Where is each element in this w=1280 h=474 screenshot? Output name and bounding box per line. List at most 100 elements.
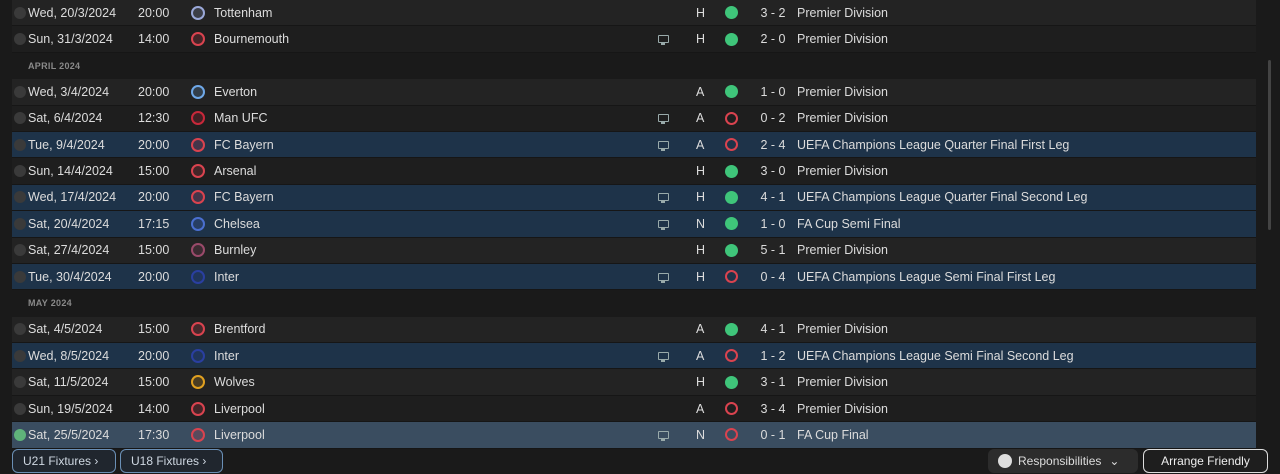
fixture-row[interactable]: Sun, 31/3/2024 14:00 Bournemouth H 2 - 0… — [12, 26, 1256, 53]
fixture-row[interactable]: Sat, 27/4/2024 15:00 Burnley H 5 - 1 Pre… — [12, 237, 1256, 264]
check-icon — [14, 138, 26, 151]
win-indicator-icon — [725, 322, 738, 336]
opponent-name[interactable]: Brentford — [214, 322, 266, 337]
fixture-row[interactable]: Sat, 20/4/2024 17:15 Chelsea N 1 - 0 FA … — [12, 211, 1256, 238]
competition[interactable]: FA Cup Semi Final — [797, 216, 901, 231]
score[interactable]: 4 - 1 — [760, 190, 786, 205]
team-badge-icon — [191, 322, 205, 337]
competition[interactable]: Premier Division — [797, 111, 888, 126]
win-indicator-icon — [725, 164, 738, 178]
check-icon — [14, 217, 26, 230]
fixture-row[interactable]: Wed, 8/5/2024 20:00 Inter A 1 - 2 UEFA C… — [12, 343, 1256, 370]
loss-indicator-icon — [725, 402, 738, 416]
loss-indicator-icon — [725, 349, 738, 363]
opponent-name[interactable]: Burnley — [214, 243, 257, 258]
score[interactable]: 0 - 2 — [760, 111, 786, 126]
check-icon — [14, 270, 26, 283]
opponent-name[interactable]: FC Bayern — [214, 190, 274, 205]
competition[interactable]: Premier Division — [797, 32, 888, 47]
fixture-time: 12:30 — [138, 111, 170, 126]
fixture-date: Tue, 30/4/2024 — [28, 269, 112, 284]
score[interactable]: 4 - 1 — [760, 322, 786, 337]
team-badge-icon — [191, 216, 205, 231]
opponent-name[interactable]: Man UFC — [214, 111, 268, 126]
tv-icon — [658, 193, 669, 204]
score[interactable]: 0 - 1 — [760, 427, 786, 442]
responsibilities-button[interactable]: Responsibilities ⌄ — [988, 449, 1138, 473]
opponent-name[interactable]: Liverpool — [214, 401, 265, 416]
score[interactable]: 3 - 4 — [760, 401, 786, 416]
fixture-row[interactable]: Sat, 11/5/2024 15:00 Wolves H 3 - 1 Prem… — [12, 369, 1256, 396]
score[interactable]: 0 - 4 — [760, 269, 786, 284]
tv-icon — [658, 430, 669, 441]
win-indicator-icon — [725, 217, 738, 231]
score[interactable]: 3 - 1 — [760, 375, 786, 390]
venue: A — [696, 84, 705, 99]
fixture-time: 15:00 — [138, 322, 170, 337]
competition[interactable]: Premier Division — [797, 5, 888, 20]
score[interactable]: 3 - 0 — [760, 164, 786, 179]
competition[interactable]: Premier Division — [797, 375, 888, 390]
fixture-date: Wed, 17/4/2024 — [28, 190, 117, 205]
fixture-time: 14:00 — [138, 401, 170, 416]
fixture-row[interactable]: Tue, 30/4/2024 20:00 Inter H 0 - 4 UEFA … — [12, 263, 1256, 291]
fixture-time: 20:00 — [138, 5, 170, 20]
u21-fixtures-button[interactable]: U21 Fixtures › — [12, 449, 116, 473]
score[interactable]: 2 - 4 — [760, 137, 786, 152]
fixture-row[interactable]: Sat, 6/4/2024 12:30 Man UFC A 0 - 2 Prem… — [12, 105, 1256, 132]
opponent-name[interactable]: Wolves — [214, 375, 255, 390]
competition[interactable]: UEFA Champions League Semi Final Second … — [797, 348, 1074, 363]
arrange-friendly-button[interactable]: Arrange Friendly — [1143, 449, 1268, 473]
opponent-name[interactable]: FC Bayern — [214, 137, 274, 152]
fixture-row[interactable]: Wed, 17/4/2024 20:00 FC Bayern H 4 - 1 U… — [12, 184, 1256, 212]
opponent-name[interactable]: Arsenal — [214, 164, 257, 179]
scrollbar[interactable] — [1268, 60, 1271, 230]
arrange-friendly-label: Arrange Friendly — [1161, 454, 1250, 468]
fixture-row[interactable]: Wed, 20/3/2024 20:00 Tottenham H 3 - 2 P… — [12, 0, 1256, 27]
score[interactable]: 1 - 0 — [760, 84, 786, 99]
score[interactable]: 5 - 1 — [760, 243, 786, 258]
fixture-row[interactable]: Sat, 4/5/2024 15:00 Brentford A 4 - 1 Pr… — [12, 316, 1256, 344]
fixture-time: 20:00 — [138, 137, 170, 152]
fixture-time: 15:00 — [138, 243, 170, 258]
competition[interactable]: Premier Division — [797, 84, 888, 99]
opponent-name[interactable]: Bournemouth — [214, 32, 290, 47]
fixture-time: 15:00 — [138, 164, 170, 179]
tv-icon — [658, 272, 669, 283]
competition[interactable]: Premier Division — [797, 401, 888, 416]
score[interactable]: 1 - 2 — [760, 348, 786, 363]
competition[interactable]: UEFA Champions League Quarter Final Firs… — [797, 137, 1070, 152]
competition[interactable]: Premier Division — [797, 164, 888, 179]
opponent-name[interactable]: Inter — [214, 348, 240, 363]
opponent-name[interactable]: Tottenham — [214, 5, 273, 20]
score[interactable]: 3 - 2 — [760, 5, 786, 20]
score[interactable]: 2 - 0 — [760, 32, 786, 47]
fixture-row[interactable]: Sun, 19/5/2024 14:00 Liverpool A 3 - 4 P… — [12, 395, 1256, 423]
competition[interactable]: UEFA Champions League Semi Final First L… — [797, 269, 1056, 284]
team-badge-icon — [191, 137, 205, 152]
competition[interactable]: UEFA Champions League Quarter Final Seco… — [797, 190, 1088, 205]
fixture-date: Sun, 31/3/2024 — [28, 32, 113, 47]
opponent-name[interactable]: Everton — [214, 84, 258, 99]
win-indicator-icon — [725, 85, 738, 99]
fixture-date: Sat, 6/4/2024 — [28, 111, 103, 126]
fixture-row[interactable]: Sat, 25/5/2024 17:30 Liverpool N 0 - 1 F… — [12, 422, 1256, 449]
opponent-name[interactable]: Chelsea — [214, 216, 260, 231]
opponent-name[interactable]: Inter — [214, 269, 240, 284]
fixture-row[interactable]: Wed, 3/4/2024 20:00 Everton A 1 - 0 Prem… — [12, 79, 1256, 106]
competition[interactable]: Premier Division — [797, 243, 888, 258]
fixture-date: Wed, 8/5/2024 — [28, 348, 110, 363]
competition[interactable]: Premier Division — [797, 322, 888, 337]
competition[interactable]: FA Cup Final — [797, 427, 869, 442]
tv-icon — [658, 35, 669, 46]
fixture-row[interactable]: Tue, 9/4/2024 20:00 FC Bayern A 2 - 4 UE… — [12, 131, 1256, 159]
fixture-row[interactable]: Sun, 14/4/2024 15:00 Arsenal H 3 - 0 Pre… — [12, 158, 1256, 185]
opponent-name[interactable]: Liverpool — [214, 427, 265, 442]
score[interactable]: 1 - 0 — [760, 216, 786, 231]
u18-fixtures-button[interactable]: U18 Fixtures › — [120, 449, 223, 473]
fixture-time: 17:15 — [138, 216, 170, 231]
tv-icon — [658, 114, 669, 125]
venue: H — [696, 32, 706, 47]
team-badge-icon — [191, 111, 205, 126]
loss-indicator-icon — [725, 138, 738, 152]
